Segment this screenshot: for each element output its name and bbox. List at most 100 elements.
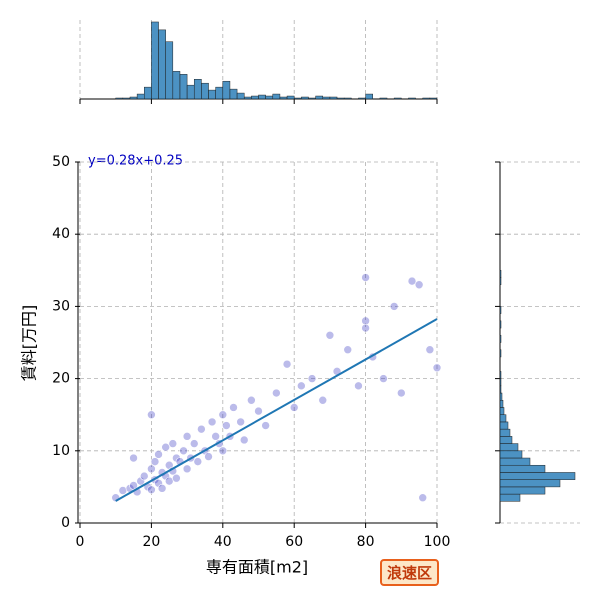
histogram-bar: [193, 79, 202, 100]
scatter-point: [161, 442, 170, 452]
scatter-point: [239, 435, 249, 445]
scatter-point: [197, 424, 206, 434]
scatter-point: [147, 410, 156, 420]
histogram-bar: [499, 493, 521, 502]
scatter-point: [204, 452, 213, 461]
scatter-point: [389, 302, 399, 311]
scatter-point: [136, 476, 145, 486]
histogram-bar: [115, 97, 124, 100]
histogram-bar: [329, 96, 338, 100]
scatter-point: [154, 450, 163, 459]
histogram-bar: [358, 97, 366, 100]
y-tick-label: 30: [52, 298, 70, 314]
scatter-point: [129, 481, 138, 490]
histogram-bar: [201, 82, 209, 100]
histogram-bar: [186, 84, 195, 100]
scatter-point: [379, 374, 388, 383]
histogram-bar: [499, 277, 502, 285]
histogram-bar: [499, 421, 509, 430]
x-tick-label: 100: [424, 534, 451, 550]
scatter-point: [150, 457, 160, 466]
histogram-bar: [422, 97, 431, 100]
scatter-point: [261, 421, 270, 430]
scatter-point: [172, 473, 181, 483]
histogram-bar: [215, 86, 224, 100]
scatter-point: [361, 273, 370, 282]
scatter-point: [272, 388, 281, 398]
scatter-point: [147, 485, 156, 495]
scatter-point: [407, 276, 417, 286]
scatter-point: [118, 486, 128, 495]
histogram-bar: [408, 97, 416, 100]
histogram-bar: [151, 21, 159, 100]
histogram-bar: [499, 335, 502, 343]
scatter-point: [139, 471, 149, 481]
scatter-point: [361, 316, 370, 326]
histogram-bar: [393, 97, 402, 100]
histogram-bar: [229, 88, 238, 100]
scatter-point: [254, 406, 263, 416]
scatter-point: [218, 446, 228, 456]
histogram-bar: [308, 97, 316, 100]
histogram-bar: [293, 97, 302, 100]
histogram-bar: [499, 378, 502, 387]
x-tick-label: 20: [142, 534, 160, 550]
histogram-bar: [272, 93, 281, 100]
scatter-point: [297, 381, 306, 391]
histogram-bar: [301, 96, 309, 100]
histogram-bar: [499, 414, 507, 423]
histogram-bar: [322, 96, 331, 100]
scatter-point: [168, 439, 178, 448]
scatter-point: [425, 345, 435, 355]
scatter-point: [229, 403, 238, 412]
scatter-point: [157, 484, 167, 493]
scatter-point: [182, 432, 192, 441]
histogram-bar: [286, 95, 295, 100]
histogram-bar: [136, 93, 145, 100]
y-tick-label: 10: [52, 443, 70, 459]
histogram-bar: [315, 95, 324, 100]
scatter-point: [147, 464, 156, 474]
histogram-bar: [499, 392, 503, 401]
scatter-point: [343, 345, 353, 355]
scatter-point: [289, 403, 299, 412]
histogram-bar: [499, 385, 502, 394]
histogram-bar: [429, 97, 438, 100]
scatter-point: [282, 359, 292, 369]
scatter-point: [179, 446, 188, 456]
histogram-bar: [499, 486, 546, 495]
scatter-point: [182, 464, 192, 474]
histogram-bar: [499, 457, 531, 466]
histogram-bar: [499, 479, 561, 488]
scatter-point: [414, 280, 424, 290]
histogram-bar: [158, 29, 166, 100]
scatter-point: [361, 323, 370, 333]
histogram-bar: [279, 96, 288, 100]
scatter-point: [432, 363, 442, 373]
histogram-bar: [499, 270, 502, 278]
histogram-bar: [179, 74, 188, 100]
histogram-bar: [499, 464, 546, 473]
histogram-bar: [172, 71, 181, 100]
scatter-point: [247, 395, 256, 405]
y-tick-label: 40: [52, 226, 70, 242]
scatter-point: [189, 439, 199, 448]
regression-equation: y=0.28x+0.25: [88, 154, 183, 169]
histogram-bar: [343, 97, 352, 100]
scatter-point: [154, 478, 163, 488]
scatter-point: [193, 457, 203, 466]
scatter-point: [164, 476, 174, 486]
histogram-bar: [499, 320, 502, 329]
histogram-bar: [208, 89, 216, 100]
scatter-point: [354, 381, 363, 391]
scatter-point: [207, 417, 217, 427]
x-tick-label: 40: [214, 534, 232, 550]
histogram-bar: [165, 41, 174, 100]
histogram-bar: [499, 306, 502, 314]
scatter-point: [418, 493, 428, 503]
histogram-bar: [336, 97, 345, 100]
histogram-bar: [499, 371, 502, 379]
histogram-bar: [499, 443, 519, 452]
